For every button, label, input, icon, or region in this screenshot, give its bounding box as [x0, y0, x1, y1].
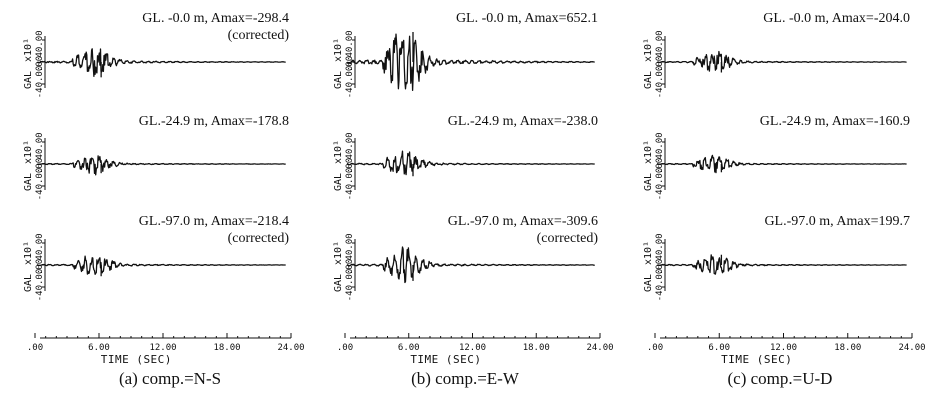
y-tick-label-bottom: -40.00 — [35, 168, 45, 201]
trace-title: GL. -0.0 m, Amax=-298.4 — [142, 11, 289, 26]
waveform-line — [36, 48, 286, 77]
y-tick-label-zero: .00 — [35, 259, 45, 275]
y-unit: x10¹ — [643, 38, 654, 62]
trace-note: (corrected) — [228, 231, 290, 246]
waveform-line — [36, 255, 286, 275]
y-tick-label-top: 40.00 — [345, 132, 355, 159]
x-tick-label: 24.00 — [586, 343, 613, 353]
x-tick-label: 18.00 — [523, 343, 550, 353]
y-label: GAL — [23, 71, 34, 89]
y-tick-label-bottom: -40.00 — [655, 66, 665, 99]
trace-title: GL.-97.0 m, Amax=-218.4 — [139, 214, 289, 229]
y-tick-label-bottom: -40.00 — [345, 168, 355, 201]
y-label: GAL — [23, 173, 34, 191]
trace-title: GL.-24.9 m, Amax=-238.0 — [448, 114, 598, 129]
trace-note: (corrected) — [537, 231, 599, 246]
x-tick-label: 12.00 — [149, 343, 176, 353]
x-tick-label: 12.00 — [770, 343, 797, 353]
y-tick-label-bottom: -40.00 — [35, 66, 45, 99]
y-tick-label-zero: .00 — [655, 259, 665, 275]
x-tick-label: 12.00 — [459, 343, 486, 353]
y-unit: x10¹ — [333, 140, 344, 164]
trace-title: GL.-97.0 m, Amax=199.7 — [764, 214, 910, 229]
y-tick-label-bottom: -40.00 — [345, 66, 355, 99]
y-label: GAL — [333, 173, 344, 191]
x-tick-label: 24.00 — [277, 343, 304, 353]
panel-caption: (a) comp.=N-S — [119, 369, 221, 388]
y-tick-label-zero: .00 — [35, 56, 45, 72]
x-tick-label: 24.00 — [898, 343, 925, 353]
y-tick-label-zero: .00 — [655, 56, 665, 72]
waveform-line — [346, 150, 595, 176]
x-axis-title: TIME (SEC) — [721, 353, 792, 366]
y-tick-label-zero: .00 — [345, 56, 355, 72]
waveform-line — [656, 254, 907, 275]
y-tick-label-top: 40.00 — [35, 132, 45, 159]
trace-title: GL.-24.9 m, Amax=-160.9 — [760, 114, 910, 129]
y-tick-label-top: 40.00 — [655, 30, 665, 57]
x-tick-label: 6.00 — [88, 343, 110, 353]
y-unit: x10¹ — [643, 241, 654, 265]
chart-panel-ud: GL. -0.0 m, Amax=-204.040.00.00-40.00x10… — [643, 11, 926, 388]
y-tick-label-bottom: -40.00 — [345, 269, 355, 302]
y-label: GAL — [23, 274, 34, 292]
y-tick-label-top: 40.00 — [35, 30, 45, 57]
y-unit: x10¹ — [23, 241, 34, 265]
chart-panel-ns: GL. -0.0 m, Amax=-298.4 (corrected) 40.00.… — [23, 11, 305, 388]
y-unit: x10¹ — [23, 140, 34, 164]
x-tick-label: 6.00 — [708, 343, 730, 353]
y-label: GAL — [643, 173, 654, 191]
waveform-line — [346, 246, 595, 284]
y-tick-label-top: 40.00 — [345, 30, 355, 57]
x-tick-label: 6.00 — [398, 343, 420, 353]
y-unit: x10¹ — [333, 38, 344, 62]
x-tick-label: 18.00 — [213, 343, 240, 353]
trace-title: GL. -0.0 m, Amax=652.1 — [456, 11, 598, 26]
y-label: GAL — [643, 274, 654, 292]
y-label: GAL — [333, 274, 344, 292]
x-tick-label: .00 — [647, 343, 663, 353]
trace-title: GL.-24.9 m, Amax=-178.8 — [139, 114, 289, 129]
trace-title: GL.-97.0 m, Amax=-309.6 — [448, 214, 598, 229]
panel-caption: (c) comp.=U-D — [728, 369, 833, 388]
x-axis-title: TIME (SEC) — [101, 353, 172, 366]
y-tick-label-zero: .00 — [345, 259, 355, 275]
y-tick-label-zero: .00 — [345, 158, 355, 174]
y-tick-label-top: 40.00 — [655, 132, 665, 159]
y-tick-label-top: 40.00 — [35, 233, 45, 260]
waveform-line — [346, 33, 595, 91]
y-tick-label-bottom: -40.00 — [655, 168, 665, 201]
y-unit: x10¹ — [23, 38, 34, 62]
y-tick-label-top: 40.00 — [345, 233, 355, 260]
y-label: GAL — [333, 71, 344, 89]
y-tick-label-bottom: -40.00 — [35, 269, 45, 302]
trace-note: (corrected) — [228, 28, 290, 43]
y-tick-label-bottom: -40.00 — [655, 269, 665, 302]
trace-title: GL. -0.0 m, Amax=-204.0 — [763, 11, 910, 26]
x-tick-label: .00 — [337, 343, 353, 353]
panel-caption: (b) comp.=E-W — [411, 369, 520, 388]
y-unit: x10¹ — [643, 140, 654, 164]
x-tick-label: .00 — [27, 343, 43, 353]
chart-panel-ew: GL. -0.0 m, Amax=652.140.00.00-40.00x10¹… — [333, 11, 614, 388]
waveform-line — [36, 155, 286, 176]
x-axis-title: TIME (SEC) — [410, 353, 481, 366]
x-tick-label: 18.00 — [834, 343, 861, 353]
y-tick-label-zero: .00 — [35, 158, 45, 174]
waveform-line — [656, 50, 907, 72]
waveform-line — [656, 154, 907, 174]
y-tick-label-zero: .00 — [655, 158, 665, 174]
y-unit: x10¹ — [333, 241, 344, 265]
y-tick-label-top: 40.00 — [655, 233, 665, 260]
y-label: GAL — [643, 71, 654, 89]
